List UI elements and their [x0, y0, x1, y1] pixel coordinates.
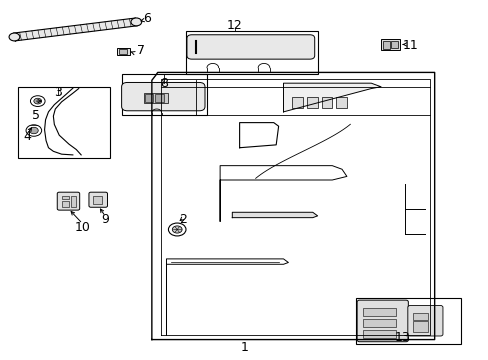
Bar: [292, 97, 303, 108]
Text: 10: 10: [75, 221, 90, 234]
Bar: [362, 330, 395, 338]
Text: 3: 3: [54, 86, 62, 99]
Circle shape: [29, 127, 38, 134]
Bar: [335, 97, 346, 108]
Bar: [306, 97, 317, 108]
Text: 9: 9: [102, 213, 109, 226]
Bar: [380, 39, 399, 50]
Bar: [362, 319, 395, 327]
Text: 12: 12: [226, 19, 242, 32]
Text: 13: 13: [394, 330, 410, 343]
Bar: [145, 94, 153, 102]
Circle shape: [131, 18, 142, 26]
Bar: [355, 298, 460, 344]
FancyBboxPatch shape: [57, 192, 80, 210]
FancyBboxPatch shape: [407, 306, 442, 336]
Bar: [412, 321, 427, 332]
Text: 11: 11: [402, 39, 417, 52]
Circle shape: [34, 98, 41, 104]
Bar: [412, 314, 427, 320]
Bar: [143, 93, 167, 103]
FancyBboxPatch shape: [122, 82, 204, 111]
Bar: [362, 309, 395, 316]
FancyBboxPatch shape: [186, 35, 314, 59]
Bar: [321, 97, 331, 108]
Bar: [117, 48, 130, 55]
Bar: [382, 41, 389, 49]
Circle shape: [9, 33, 20, 41]
Bar: [62, 196, 69, 199]
Bar: [119, 49, 127, 54]
Bar: [71, 196, 76, 207]
Text: 6: 6: [143, 12, 151, 25]
Polygon shape: [14, 18, 137, 41]
Bar: [62, 201, 69, 207]
FancyBboxPatch shape: [356, 300, 407, 342]
Bar: [93, 197, 102, 204]
Bar: [390, 41, 397, 48]
Text: 1: 1: [240, 341, 248, 354]
Bar: [185, 31, 317, 74]
Circle shape: [172, 226, 182, 233]
Polygon shape: [232, 212, 317, 218]
Text: 2: 2: [179, 213, 187, 226]
Text: 4: 4: [23, 130, 31, 144]
Text: 8: 8: [160, 77, 168, 90]
Text: 5: 5: [32, 109, 40, 122]
FancyBboxPatch shape: [89, 192, 107, 207]
Bar: [155, 94, 163, 102]
Text: 7: 7: [137, 44, 145, 57]
Bar: [18, 87, 110, 158]
Bar: [122, 74, 206, 116]
Polygon shape: [283, 83, 380, 112]
